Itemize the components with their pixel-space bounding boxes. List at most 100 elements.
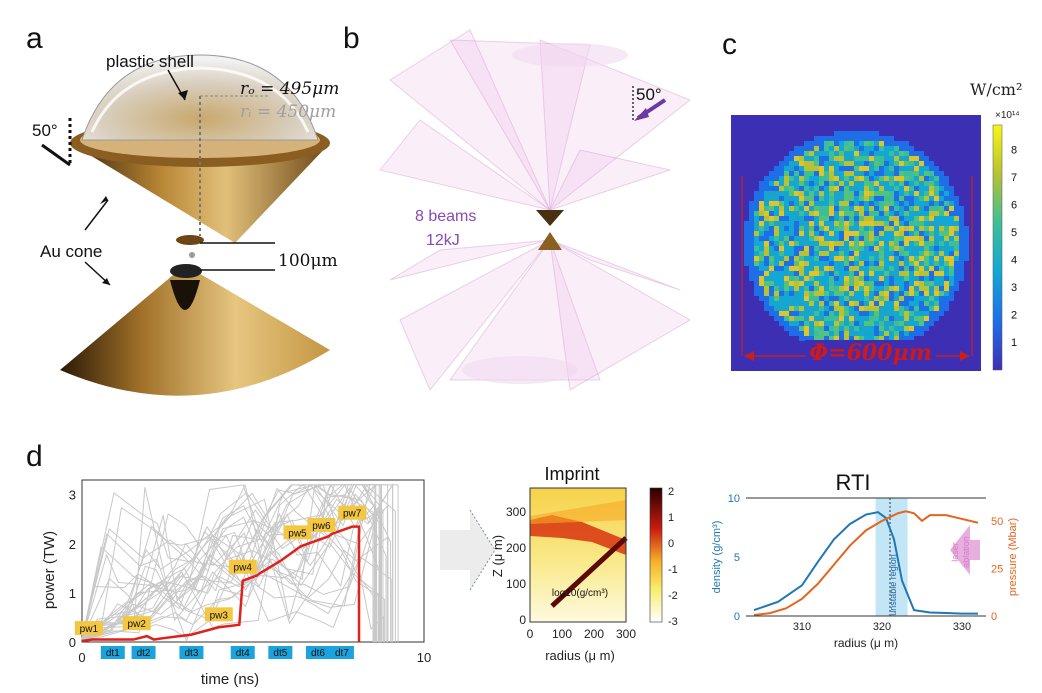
speckle-cell xyxy=(874,211,879,216)
speckle-cell xyxy=(944,241,949,246)
speckle-cell xyxy=(899,261,904,266)
speckle-cell xyxy=(879,176,884,181)
laser-arrow xyxy=(950,525,980,575)
speckle-cell xyxy=(864,226,869,231)
speckle-cell xyxy=(779,276,784,281)
speckle-cell xyxy=(874,256,879,261)
speckle-cell xyxy=(844,311,849,316)
speckle-cell xyxy=(779,161,784,166)
pulse-power-badge xyxy=(228,559,257,574)
speckle-cell xyxy=(864,281,869,286)
speckle-cell xyxy=(929,186,934,191)
speckle-cell xyxy=(949,291,954,296)
speckle-cell xyxy=(864,236,869,241)
speckle-cell xyxy=(844,211,849,216)
speckle-cell xyxy=(799,241,804,246)
speckle-cell xyxy=(869,151,874,156)
speckle-cell xyxy=(849,146,854,151)
speckle-cell xyxy=(769,171,774,176)
speckle-cell xyxy=(919,211,924,216)
speckle-cell xyxy=(854,316,859,321)
speckle-cell xyxy=(844,266,849,271)
speckle-cell xyxy=(764,186,769,191)
speckle-cell xyxy=(804,236,809,241)
speckle-cell xyxy=(964,256,969,261)
speckle-cell xyxy=(774,246,779,251)
speckle-cell xyxy=(889,191,894,196)
speckle-cell xyxy=(909,266,914,271)
speckle-cell xyxy=(819,161,824,166)
sample-pulse-line xyxy=(81,484,382,642)
speckle-cell xyxy=(934,256,939,261)
speckle-cell xyxy=(829,291,834,296)
speckle-cell xyxy=(889,136,894,141)
speckle-cell xyxy=(809,171,814,176)
speckle-cell xyxy=(759,281,764,286)
speckle-cell xyxy=(914,331,919,336)
speckle-cell xyxy=(944,231,949,236)
speckle-cell xyxy=(824,241,829,246)
speckle-cell xyxy=(939,186,944,191)
speckle-cell xyxy=(859,206,864,211)
speckle-cell xyxy=(829,206,834,211)
speckle-cell xyxy=(919,311,924,316)
speckle-cell xyxy=(939,286,944,291)
speckle-cell xyxy=(844,246,849,251)
speckle-cell xyxy=(919,151,924,156)
speckle-cell xyxy=(779,196,784,201)
speckle-cell xyxy=(874,236,879,241)
pulse-power-badge xyxy=(122,616,151,631)
speckle-cell xyxy=(754,251,759,256)
pulse-duration-label: dt1 xyxy=(106,648,120,659)
speckle-cell xyxy=(934,211,939,216)
speckle-cell xyxy=(789,171,794,176)
speckle-cell xyxy=(854,161,859,166)
speckle-cell xyxy=(859,331,864,336)
speckle-cell xyxy=(959,236,964,241)
speckle-cell xyxy=(874,316,879,321)
speckle-cell xyxy=(884,236,889,241)
speckle-cell xyxy=(929,211,934,216)
sample-pulse-line xyxy=(81,484,388,642)
speckle-cell xyxy=(804,186,809,191)
speckle-cell xyxy=(844,196,849,201)
speckle-cell xyxy=(799,251,804,256)
speckle-cell xyxy=(779,201,784,206)
speckle-cell xyxy=(939,291,944,296)
speckle-cell xyxy=(774,176,779,181)
speckle-cell xyxy=(959,231,964,236)
speckle-cell xyxy=(759,196,764,201)
speckle-cell xyxy=(909,206,914,211)
speckle-cell xyxy=(799,231,804,236)
speckle-cell xyxy=(964,231,969,236)
speckle-cell xyxy=(879,166,884,171)
speckle-cell xyxy=(934,246,939,251)
speckle-cell xyxy=(914,241,919,246)
speckle-cell xyxy=(884,206,889,211)
speckle-cell xyxy=(764,296,769,301)
speckle-cell xyxy=(754,271,759,276)
speckle-cell xyxy=(834,301,839,306)
imprint-colorbar-tick: -2 xyxy=(668,590,678,602)
power-y-tick: 2 xyxy=(69,537,76,552)
speckle-cell xyxy=(819,281,824,286)
speckle-cell xyxy=(949,241,954,246)
speckle-cell xyxy=(844,331,849,336)
speckle-cell xyxy=(899,171,904,176)
speckle-cell xyxy=(824,306,829,311)
speckle-cell xyxy=(909,281,914,286)
speckle-cell xyxy=(844,236,849,241)
speckle-cell xyxy=(824,161,829,166)
rti-y-right-label: pressure (Mbar) xyxy=(1007,518,1019,596)
rti-y-left-tick: 5 xyxy=(734,552,740,564)
speckle-cell xyxy=(784,276,789,281)
speckle-cell xyxy=(944,286,949,291)
speckle-cell xyxy=(814,326,819,331)
imprint-x-tick: 200 xyxy=(584,627,604,641)
speckle-cell xyxy=(869,191,874,196)
speckle-cell xyxy=(774,291,779,296)
speckle-cell xyxy=(759,201,764,206)
speckle-cell xyxy=(759,256,764,261)
